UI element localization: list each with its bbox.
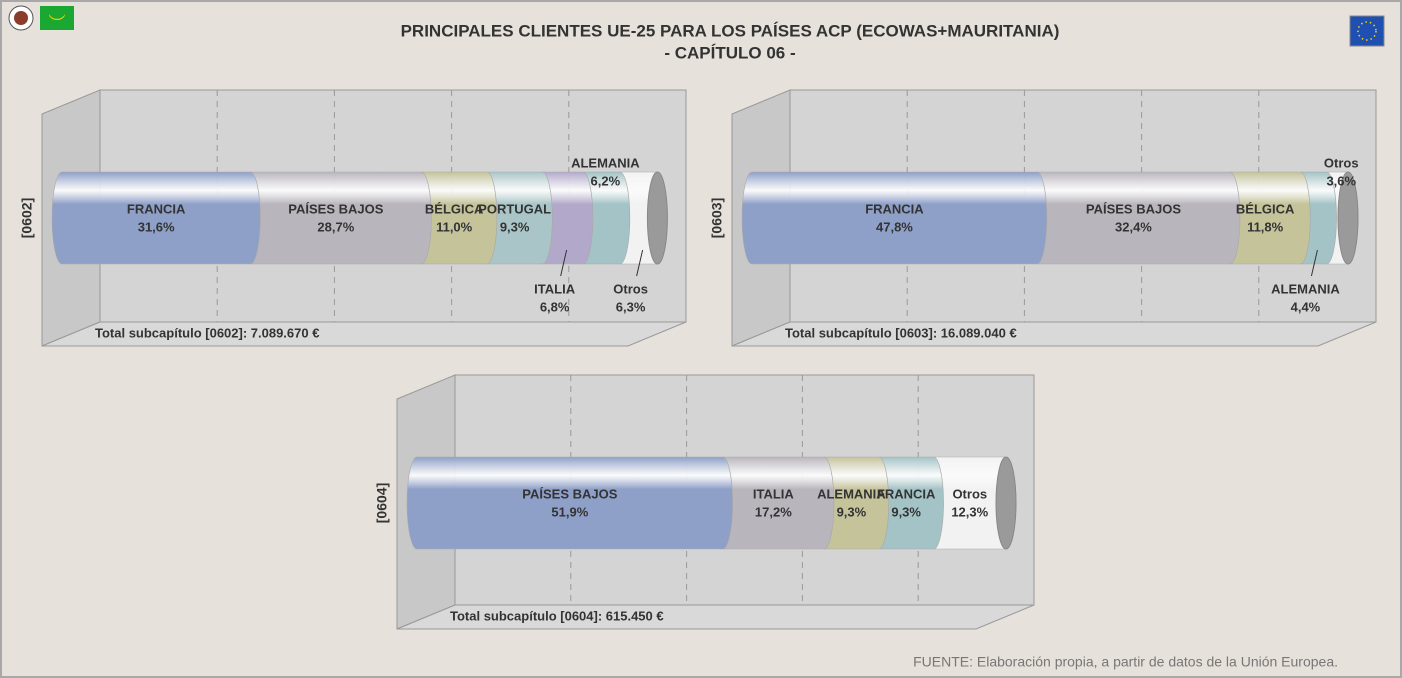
segment-name: PAÍSES BAJOS xyxy=(1086,201,1181,216)
segment-value: 32,4% xyxy=(1115,219,1152,234)
bar-segment xyxy=(406,456,733,550)
segment-value: 11,0% xyxy=(436,219,473,234)
segment-name: BÉLGICA xyxy=(425,201,484,216)
y-axis-label: [0603] xyxy=(709,198,725,238)
source: FUENTE: Elaboración propia, a partir de … xyxy=(913,654,1338,670)
segment-value: 9,3% xyxy=(837,504,867,519)
chart: [0602] Total subcapítulo [0602]: 7.089.67… xyxy=(19,89,687,347)
segment-value: 4,4% xyxy=(1291,299,1321,314)
bar-segment xyxy=(250,171,432,265)
y-axis-label: [0604] xyxy=(374,483,390,523)
leader-line xyxy=(636,249,644,277)
segment-value: 31,6% xyxy=(138,219,175,234)
leader-line xyxy=(560,249,568,277)
segment-name: ALEMANIA xyxy=(1271,281,1340,296)
bar-segment xyxy=(421,171,498,265)
bar-end-cap xyxy=(995,456,1017,550)
bar-segment xyxy=(51,171,261,265)
segment-name: BÉLGICA xyxy=(1236,201,1295,216)
segment-name: Otros xyxy=(1324,155,1359,170)
segment-value: 12,3% xyxy=(951,504,988,519)
bar-segment xyxy=(878,456,944,550)
segment-value: 28,7% xyxy=(317,219,354,234)
total-label: Total subcapítulo [0604]: 615.450 € xyxy=(450,608,664,623)
floor xyxy=(41,321,687,347)
segment-name: PAÍSES BAJOS xyxy=(522,486,617,501)
floor xyxy=(396,604,1035,630)
segment-name: Otros xyxy=(613,281,648,296)
segment-value: 11,8% xyxy=(1247,219,1284,234)
bar-segment xyxy=(741,171,1048,265)
segment-value: 9,3% xyxy=(891,504,921,519)
bar-end-cap xyxy=(1337,171,1359,265)
segment-value: 6,8% xyxy=(540,299,570,314)
segment-name: Otros xyxy=(952,486,987,501)
segment-value: 17,2% xyxy=(755,504,792,519)
segment-name: PAÍSES BAJOS xyxy=(288,201,383,216)
segment-name: ALEMANIA xyxy=(817,486,886,501)
segment-name: ITALIA xyxy=(534,281,576,296)
eu-flag xyxy=(1349,15,1385,47)
bar-segment xyxy=(486,171,553,265)
total-label: Total subcapítulo [0602]: 7.089.670 € xyxy=(95,325,319,340)
segment-value: 51,9% xyxy=(551,504,588,519)
chart: [0603] Total subcapítulo [0603]: 16.089.0… xyxy=(709,89,1377,347)
segment-value: 3,6% xyxy=(1326,173,1356,188)
segment-name: FRANCIA xyxy=(127,201,186,216)
leader-line xyxy=(1310,249,1318,277)
subtitle: - CAPÍTULO 06 - xyxy=(664,43,795,62)
bar-segment xyxy=(1229,171,1311,265)
segment-name: FRANCIA xyxy=(877,486,936,501)
segment-name: PORTUGAL xyxy=(478,201,551,216)
ecowas-flag xyxy=(8,5,74,31)
segment-value: 47,8% xyxy=(876,219,913,234)
y-axis-label: [0602] xyxy=(19,198,35,238)
segment-name: ALEMANIA xyxy=(571,155,640,170)
segment-value: 6,2% xyxy=(591,173,621,188)
title: PRINCIPALES CLIENTES UE-25 PARA LOS PAÍS… xyxy=(401,21,1060,40)
segment-value: 9,3% xyxy=(500,219,530,234)
bar-segment xyxy=(823,456,890,550)
segment-name: FRANCIA xyxy=(865,201,924,216)
floor xyxy=(731,321,1377,347)
bar-end-cap xyxy=(646,171,668,265)
segment-value: 6,3% xyxy=(616,299,646,314)
bar-segment xyxy=(722,456,835,550)
bar-segment xyxy=(1036,171,1241,265)
total-label: Total subcapítulo [0603]: 16.089.040 € xyxy=(785,325,1017,340)
chart: [0604] Total subcapítulo [0604]: 615.450 … xyxy=(374,374,1035,630)
segment-name: ITALIA xyxy=(753,486,795,501)
